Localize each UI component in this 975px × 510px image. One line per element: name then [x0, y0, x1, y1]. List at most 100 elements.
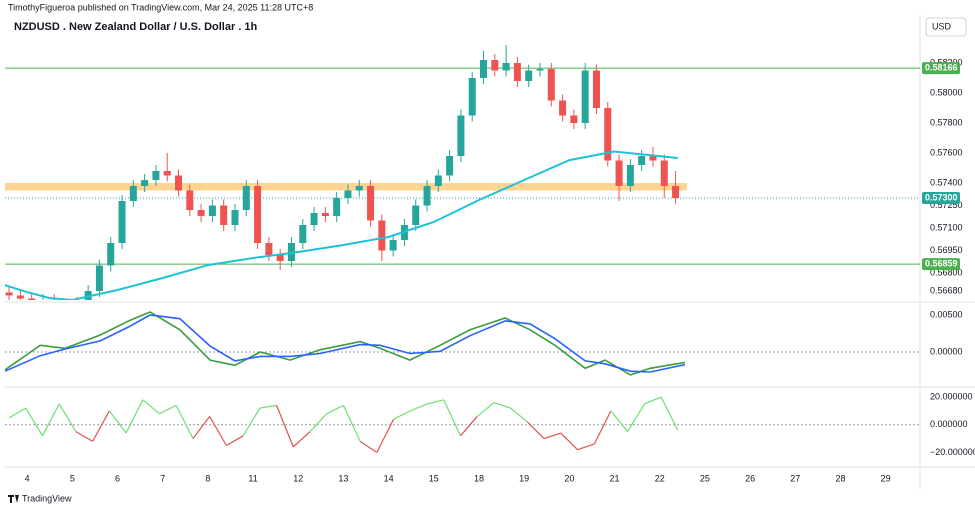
osc-segment	[259, 404, 277, 409]
x-tick-label: 6	[115, 473, 120, 483]
candle-body	[141, 180, 149, 186]
price-tag-label: 0.56859	[925, 259, 958, 269]
osc-segment	[526, 421, 545, 439]
osc-segment	[25, 407, 44, 437]
osc-segment	[577, 443, 595, 451]
series-line	[5, 314, 686, 373]
candle-body	[615, 160, 623, 186]
y-tick-label: 0.58000	[930, 87, 963, 97]
x-tick-label: 26	[745, 473, 755, 483]
x-tick-label: 18	[474, 473, 484, 483]
candle-body	[660, 160, 668, 186]
candle-body	[378, 220, 386, 251]
osc-segment	[660, 396, 679, 431]
candle-body	[491, 60, 499, 71]
candle-body	[310, 213, 318, 225]
osc-segment	[393, 410, 411, 420]
osc-segment	[410, 403, 428, 412]
x-tick-label: 22	[655, 473, 665, 483]
candle-body	[231, 210, 239, 225]
series-line	[5, 311, 686, 376]
candle-body	[581, 70, 589, 123]
osc-segment	[309, 413, 328, 433]
y-tick-label: 0.57800	[930, 117, 963, 127]
candle-body	[389, 240, 397, 251]
y-tick-label: 0.57400	[930, 177, 963, 187]
candle-body	[672, 186, 680, 198]
pane	[5, 311, 920, 376]
candle-body	[16, 295, 24, 299]
candle-body	[604, 108, 612, 161]
osc-segment	[493, 402, 511, 409]
candle-body	[468, 78, 476, 116]
publisher: TimothyFigueroa published on TradingView…	[8, 2, 313, 12]
osc-segment	[376, 418, 395, 453]
candle-body	[254, 186, 262, 243]
osc-segment	[8, 407, 27, 419]
candle-body	[333, 198, 341, 216]
x-tick-label: 8	[205, 473, 210, 483]
currency[interactable]: USD	[932, 21, 952, 31]
y-tick-label: 0.57250	[930, 200, 963, 210]
x-tick-label: 15	[429, 473, 439, 483]
osc-segment	[242, 407, 261, 437]
osc-segment	[125, 399, 144, 434]
osc-segment	[108, 410, 127, 434]
candle-body	[547, 69, 555, 101]
pane	[5, 45, 920, 300]
candle-body	[118, 201, 126, 243]
osc-segment	[58, 403, 77, 432]
series-line	[5, 150, 678, 300]
x-tick-label: 28	[835, 473, 845, 483]
y-tick-label: 0.000000	[930, 419, 968, 429]
candle-body	[412, 205, 420, 225]
candle-body	[28, 298, 36, 300]
candle-body	[5, 292, 13, 296]
osc-segment	[460, 416, 478, 437]
price-tag	[922, 258, 960, 271]
currency-box[interactable]	[925, 17, 967, 37]
y-tick-label: 0.56680	[930, 285, 963, 295]
candle-body	[197, 210, 205, 216]
y-tick-label: 0.00500	[930, 309, 963, 319]
x-tick-label: 27	[790, 473, 800, 483]
osc-segment	[610, 410, 629, 433]
candle-body	[480, 60, 488, 78]
brand-logo	[8, 495, 19, 503]
candle-body	[513, 63, 521, 81]
osc-segment	[560, 432, 578, 451]
osc-segment	[276, 405, 294, 448]
candle-body	[502, 63, 510, 71]
candle-body	[163, 171, 171, 176]
candle-body	[457, 115, 465, 156]
y-tick-label: 0.57600	[930, 147, 963, 157]
price-tag	[922, 192, 960, 204]
osc-segment	[92, 410, 110, 442]
price-tag-label: 0.57300	[925, 192, 958, 202]
pane	[5, 396, 920, 453]
osc-segment	[175, 405, 194, 439]
x-tick-label: 25	[700, 473, 710, 483]
x-tick-label: 12	[293, 473, 303, 483]
candle-body	[276, 255, 284, 261]
candle-body	[559, 100, 567, 116]
osc-segment	[209, 416, 227, 446]
brand: TradingView	[22, 493, 72, 503]
x-tick-label: 19	[519, 473, 529, 483]
osc-segment	[443, 399, 462, 437]
y-tick-label: 20.000000	[930, 391, 973, 401]
candle-body	[367, 186, 375, 221]
osc-segment	[359, 440, 378, 453]
x-tick-label: 29	[881, 473, 891, 483]
osc-segment	[292, 431, 311, 448]
y-tick-label: 0.00000	[930, 346, 963, 356]
candle-body	[299, 225, 307, 243]
x-tick-label: 7	[160, 473, 165, 483]
candle-body	[344, 190, 352, 198]
osc-segment	[159, 404, 177, 415]
candle-body	[570, 115, 578, 123]
x-tick-label: 11	[248, 473, 257, 483]
